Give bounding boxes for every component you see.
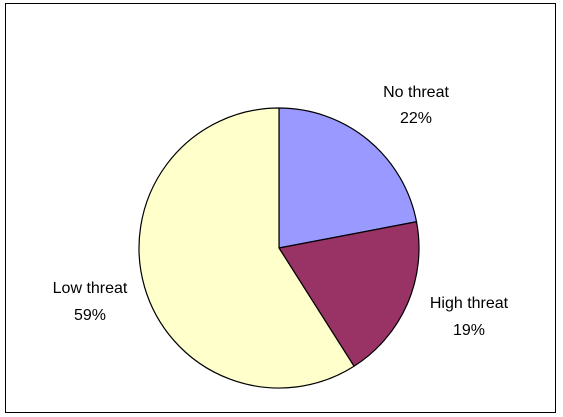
slice-label-group-no-threat: No threat 22% bbox=[383, 84, 449, 127]
slice-value-high-threat: 19% bbox=[453, 322, 485, 339]
slice-label-no-threat: No threat bbox=[383, 84, 449, 101]
slice-label-low-threat: Low threat bbox=[53, 280, 128, 297]
slice-value-low-threat: 59% bbox=[74, 307, 106, 324]
slice-value-no-threat: 22% bbox=[400, 110, 432, 127]
slice-label-group-high-threat: High threat 19% bbox=[430, 295, 509, 339]
slice-label-group-low-threat: Low threat 59% bbox=[53, 280, 128, 324]
pie-slice-no-threat bbox=[278, 107, 418, 249]
pie-slices bbox=[138, 107, 420, 389]
slice-label-high-threat: High threat bbox=[430, 295, 509, 312]
pie-slice-high-threat bbox=[278, 221, 420, 367]
pie-slice-low-threat bbox=[138, 107, 355, 389]
